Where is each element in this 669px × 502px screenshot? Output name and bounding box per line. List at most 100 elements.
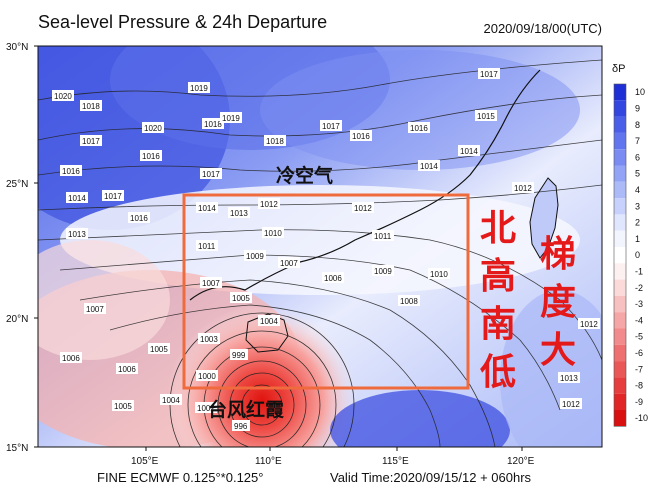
svg-text:1009: 1009 bbox=[374, 267, 392, 276]
colorbar-tick-label: -7 bbox=[635, 364, 643, 374]
svg-text:1005: 1005 bbox=[114, 402, 132, 411]
svg-text:1004: 1004 bbox=[260, 317, 278, 326]
isobar-label: 1017 bbox=[200, 168, 222, 179]
svg-text:1017: 1017 bbox=[104, 192, 122, 201]
isobar-label: 1016 bbox=[140, 150, 162, 161]
svg-text:1012: 1012 bbox=[354, 204, 372, 213]
colorbar-cell bbox=[614, 312, 626, 329]
colorbar-tick-label: -10 bbox=[635, 413, 648, 423]
isobar-label: 1002 bbox=[195, 402, 217, 413]
isobar-label: 1006 bbox=[60, 352, 82, 363]
isobar-label: 1007 bbox=[200, 277, 222, 288]
colorbar-cell bbox=[614, 393, 626, 410]
svg-text:1013: 1013 bbox=[68, 230, 86, 239]
isobar-label: 1012 bbox=[352, 202, 374, 213]
lat-label-15: 15°N bbox=[6, 443, 28, 454]
svg-text:1012: 1012 bbox=[580, 320, 598, 329]
chart-title: Sea-level Pressure & 24h Departure bbox=[38, 12, 328, 32]
svg-text:1019: 1019 bbox=[222, 114, 240, 123]
isobar-label: 1019 bbox=[220, 112, 242, 123]
svg-text:1018: 1018 bbox=[82, 102, 100, 111]
isobar-label: 1004 bbox=[160, 394, 182, 405]
isobar-label: 1017 bbox=[320, 120, 342, 131]
lat-label-25: 25°N bbox=[6, 179, 28, 190]
colorbar-tick-label: 10 bbox=[635, 87, 645, 97]
isobar-label: 1018 bbox=[202, 118, 224, 129]
isobar-label: 1018 bbox=[80, 100, 102, 111]
svg-text:1002: 1002 bbox=[197, 404, 215, 413]
svg-text:1013: 1013 bbox=[230, 209, 248, 218]
svg-text:1003: 1003 bbox=[200, 335, 218, 344]
svg-text:1016: 1016 bbox=[130, 214, 148, 223]
cold-air-label: 冷空气 bbox=[276, 164, 333, 187]
svg-text:996: 996 bbox=[234, 422, 248, 431]
isobar-label: 1005 bbox=[112, 400, 134, 411]
svg-text:1015: 1015 bbox=[477, 112, 495, 121]
svg-text:度: 度 bbox=[540, 281, 576, 322]
colorbar-tick-label: -9 bbox=[635, 397, 643, 407]
isobar-label: 1016 bbox=[60, 165, 82, 176]
isobar-label: 996 bbox=[232, 420, 250, 431]
svg-text:1016: 1016 bbox=[142, 152, 160, 161]
svg-text:1016: 1016 bbox=[62, 167, 80, 176]
svg-text:1014: 1014 bbox=[420, 162, 438, 171]
colorbar-cell bbox=[614, 214, 626, 231]
isobar-label: 1019 bbox=[188, 82, 210, 93]
colorbar-cell bbox=[614, 100, 626, 117]
lat-label-30: 30°N bbox=[6, 42, 28, 53]
isobar-label: 1011 bbox=[196, 240, 218, 251]
colorbar-tick-label: 4 bbox=[635, 185, 640, 195]
svg-text:1010: 1010 bbox=[430, 270, 448, 279]
init-datetime: 2020/09/18/00(UTC) bbox=[483, 21, 602, 36]
lon-label-115: 115°E bbox=[382, 456, 409, 467]
svg-text:1007: 1007 bbox=[280, 259, 298, 268]
colorbar-cell bbox=[614, 230, 626, 247]
isobar-label: 1006 bbox=[116, 363, 138, 374]
colorbar-cell bbox=[614, 361, 626, 378]
colorbar-tick-label: -6 bbox=[635, 348, 643, 358]
svg-text:1011: 1011 bbox=[374, 232, 392, 241]
highlight-box bbox=[182, 193, 470, 390]
colorbar-cell bbox=[614, 181, 626, 199]
colorbar-cell bbox=[614, 165, 626, 182]
isobar-label: 1009 bbox=[244, 250, 266, 261]
colorbar-frame bbox=[613, 83, 627, 427]
svg-text:1005: 1005 bbox=[232, 294, 250, 303]
colorbar-cell bbox=[614, 263, 626, 280]
svg-text:梯: 梯 bbox=[540, 233, 576, 274]
isobar-label: 1000 bbox=[196, 370, 218, 381]
svg-text:999: 999 bbox=[232, 351, 246, 360]
north-south-label: 北 高 南 低 bbox=[480, 207, 516, 392]
colorbar-tick-label: -1 bbox=[635, 266, 643, 276]
svg-text:1008: 1008 bbox=[400, 297, 418, 306]
lat-label-20: 20°N bbox=[6, 314, 28, 325]
svg-text:1012: 1012 bbox=[514, 184, 532, 193]
isobar-label: 1014 bbox=[66, 192, 88, 203]
colorbar-tick-label: 1 bbox=[635, 234, 640, 244]
svg-text:1014: 1014 bbox=[460, 147, 478, 156]
svg-text:1013: 1013 bbox=[560, 374, 578, 383]
isobar-label: 1004 bbox=[258, 315, 280, 326]
isobar-label: 1008 bbox=[398, 295, 420, 306]
valid-time-label: Valid Time:2020/09/15/12 + 060hrs bbox=[330, 470, 532, 485]
isobar-label: 1016 bbox=[350, 130, 372, 141]
isobar-label: 1007 bbox=[278, 257, 300, 268]
colorbar-tick-label: 3 bbox=[635, 201, 640, 211]
svg-text:1011: 1011 bbox=[198, 242, 216, 251]
isobar-label: 1010 bbox=[262, 227, 284, 238]
isobar-label: 1016 bbox=[128, 212, 150, 223]
colorbar-tick-label: 2 bbox=[635, 218, 640, 228]
svg-text:1012: 1012 bbox=[260, 200, 278, 209]
svg-text:1007: 1007 bbox=[202, 279, 220, 288]
svg-text:1006: 1006 bbox=[324, 274, 342, 283]
isobar-label: 1012 bbox=[258, 198, 280, 209]
svg-text:1014: 1014 bbox=[198, 204, 216, 213]
svg-text:1000: 1000 bbox=[198, 372, 216, 381]
colorbar-cell bbox=[614, 198, 626, 215]
svg-text:1016: 1016 bbox=[352, 132, 370, 141]
isobar-label: 1011 bbox=[372, 230, 394, 241]
isobar-label: 1014 bbox=[196, 202, 218, 213]
isobar-label: 1017 bbox=[478, 68, 500, 79]
